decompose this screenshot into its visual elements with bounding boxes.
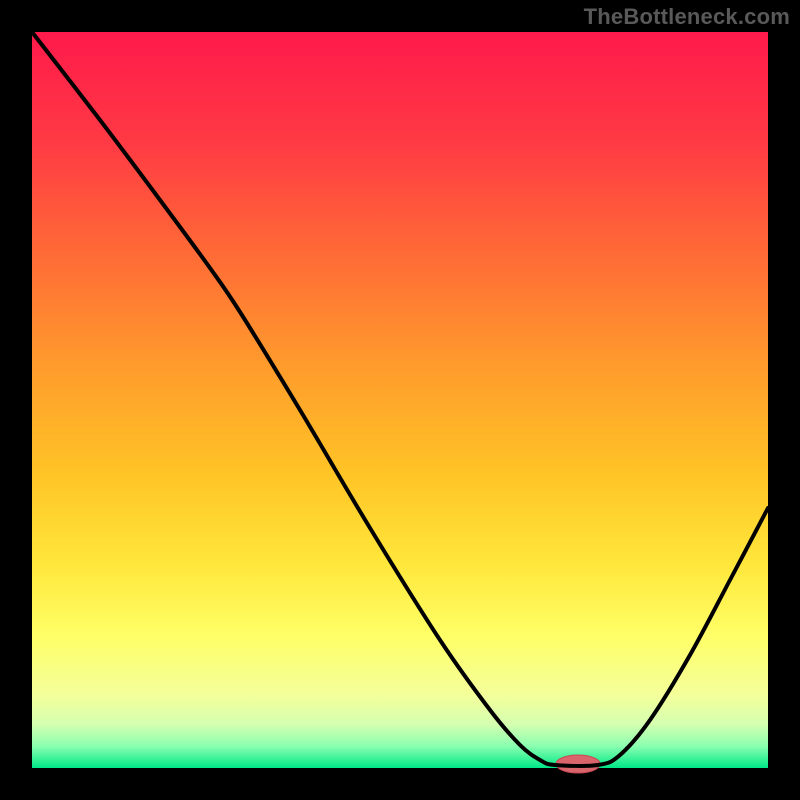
bottleneck-chart: TheBottleneck.com: [0, 0, 800, 800]
watermark-text: TheBottleneck.com: [584, 4, 790, 30]
chart-plot-area: [32, 32, 768, 768]
chart-svg: [0, 0, 800, 800]
